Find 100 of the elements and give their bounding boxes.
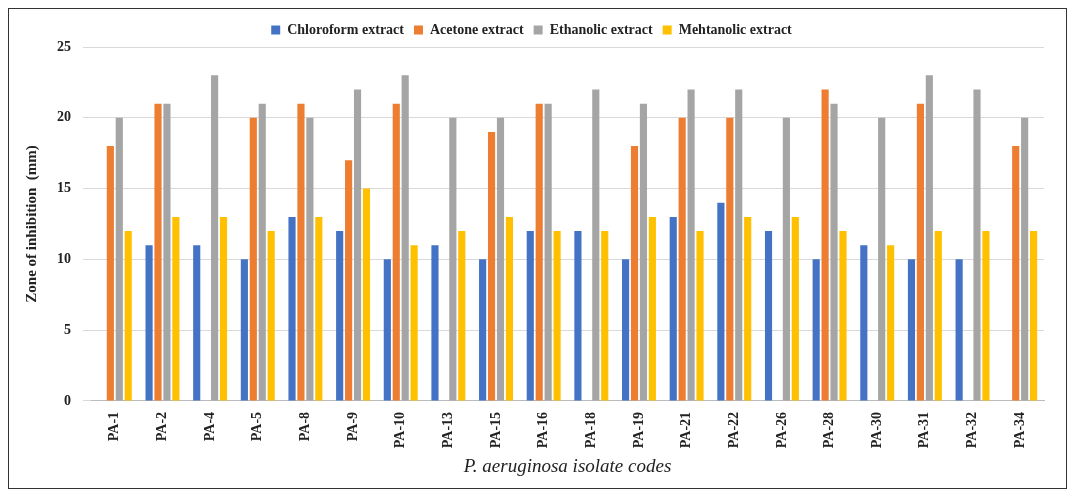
bar [669,216,677,401]
bar [336,231,344,401]
bar [258,103,266,401]
bar [193,245,201,401]
bar [240,259,248,401]
y-axis-title: Zone of inhibition (mm) [22,145,40,303]
bar [410,245,418,401]
bar [154,103,162,401]
bar [630,146,639,401]
bar [717,202,725,401]
bar [1021,117,1029,401]
legend-label: Mehtanolic extract [678,21,793,37]
bar [726,117,734,401]
bar [431,245,439,401]
bar [791,216,799,401]
bar [1012,146,1020,401]
x-tick-label: PA-19 [630,411,646,449]
x-tick-label: PA-21 [678,411,694,449]
bar [392,103,400,401]
y-tick-label: 20 [57,109,71,125]
x-tick-label: PA-5 [249,411,265,442]
legend-label: Chloroform extract [287,21,405,37]
x-tick-label: PA-22 [725,411,741,449]
bar [601,231,609,401]
bar [458,231,466,401]
bar [401,75,409,401]
bar [383,259,391,401]
bar [487,131,496,401]
bar [916,103,924,401]
bar [735,89,743,401]
x-tick-label: PA-16 [535,411,551,449]
bar [306,117,314,401]
x-tick-label: PA-31 [916,411,932,449]
bar [696,231,704,401]
bar [648,216,656,401]
bar [925,75,933,401]
bar [860,245,868,401]
bar [219,216,228,401]
bar [353,89,362,401]
bar [973,89,981,401]
bar [622,259,630,401]
x-tick-label: PA-28 [821,411,837,449]
bar [764,231,773,401]
bar [830,103,838,401]
bar [782,117,790,401]
x-tick-label: PA-8 [297,411,313,442]
bar [106,146,114,401]
bar [297,103,305,401]
bar [505,216,513,401]
bar [678,117,686,401]
x-tick-label: PA-2 [154,411,170,442]
legend-label: Ethanolic extract [549,21,653,37]
x-tick-label: PA-34 [1011,411,1027,449]
bar [535,103,543,401]
bar [172,216,180,401]
x-tick-label: PA-18 [582,411,598,449]
bar [887,245,895,401]
x-tick-label: PA-4 [201,411,217,442]
bar [955,259,963,401]
bar [639,103,648,401]
x-tick-label: PA-15 [487,411,503,449]
x-tick-label: PA-32 [964,411,980,449]
bar [687,89,695,401]
x-tick-label: PA-26 [773,411,789,449]
y-tick-label: 25 [57,38,71,54]
bar [744,216,752,401]
y-tick-label: 0 [64,392,71,408]
bar [124,231,132,401]
x-tick-label: PA-10 [392,411,408,449]
x-tick-label: PA-13 [439,411,455,449]
y-tick-label: 5 [64,321,71,337]
bar [526,231,534,401]
bar [145,245,153,401]
bar [315,216,323,401]
bar [839,231,847,401]
bar [449,117,457,401]
x-axis-title: P. aeruginosa isolate codes [462,454,672,476]
bar [544,103,552,401]
bar [479,259,487,401]
bar [267,231,275,401]
bar [934,231,942,401]
x-tick-label: PA-30 [868,411,884,449]
legend-label: Acetone extract [429,21,524,37]
x-tick-label: PA-1 [106,411,122,442]
bar [574,231,582,401]
bar [1030,231,1038,401]
x-tick-label: PA-9 [344,411,360,442]
bar [878,117,886,401]
bar [592,89,600,401]
y-tick-label: 15 [57,180,71,196]
bar [362,188,371,401]
bar [288,216,296,401]
bar [249,117,257,401]
bar [812,259,820,401]
bar [496,117,505,401]
bar [821,89,829,401]
bar [211,75,219,401]
y-tick-label: 10 [57,250,71,266]
bar [553,231,561,401]
bar [163,103,171,401]
